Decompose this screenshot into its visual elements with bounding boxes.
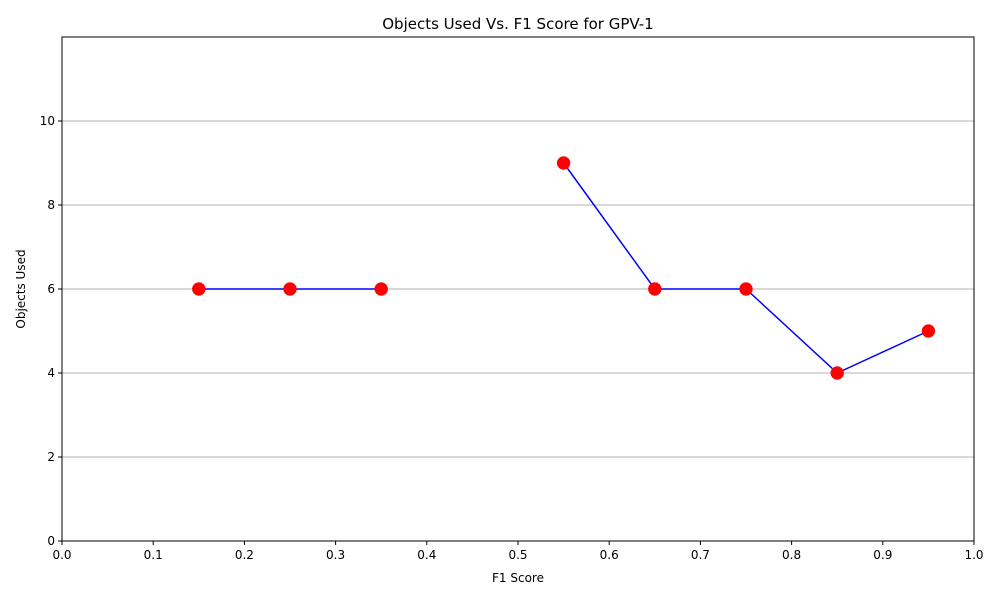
data-point (739, 282, 753, 296)
x-tick-label: 0.9 (873, 548, 892, 562)
x-tick-label: 0.1 (144, 548, 163, 562)
y-axis-label: Objects Used (14, 249, 28, 328)
y-tick-label: 0 (47, 534, 55, 548)
chart-title: Objects Used Vs. F1 Score for GPV-1 (382, 15, 653, 33)
y-tick-label: 4 (47, 366, 55, 380)
y-tick-label: 2 (47, 450, 55, 464)
data-point (648, 282, 662, 296)
x-axis-ticks: 0.0 0.1 0.2 0.3 0.4 0.5 0.6 0.7 0.8 0.9 1.0 (52, 541, 984, 562)
x-tick-label: 0.5 (508, 548, 527, 562)
x-tick-label: 0.8 (782, 548, 801, 562)
data-point (283, 282, 297, 296)
data-point (192, 282, 206, 296)
data-point (921, 324, 936, 338)
data-point (374, 282, 388, 296)
x-tick-label: 1.0 (964, 548, 983, 562)
x-tick-label: 0.7 (691, 548, 710, 562)
x-tick-label: 0.3 (326, 548, 345, 562)
data-point (556, 156, 571, 170)
x-tick-label: 0.6 (600, 548, 619, 562)
y-tick-label: 6 (47, 282, 55, 296)
x-tick-label: 0.4 (417, 548, 436, 562)
y-axis-ticks: 0 2 4 6 8 10 (40, 114, 62, 548)
y-tick-label: 8 (47, 198, 55, 212)
x-tick-label: 0.0 (52, 548, 71, 562)
x-axis-label: F1 Score (492, 571, 544, 585)
y-tick-label: 10 (40, 114, 55, 128)
series-markers (192, 156, 936, 380)
data-point (830, 366, 844, 380)
x-tick-label: 0.2 (235, 548, 254, 562)
